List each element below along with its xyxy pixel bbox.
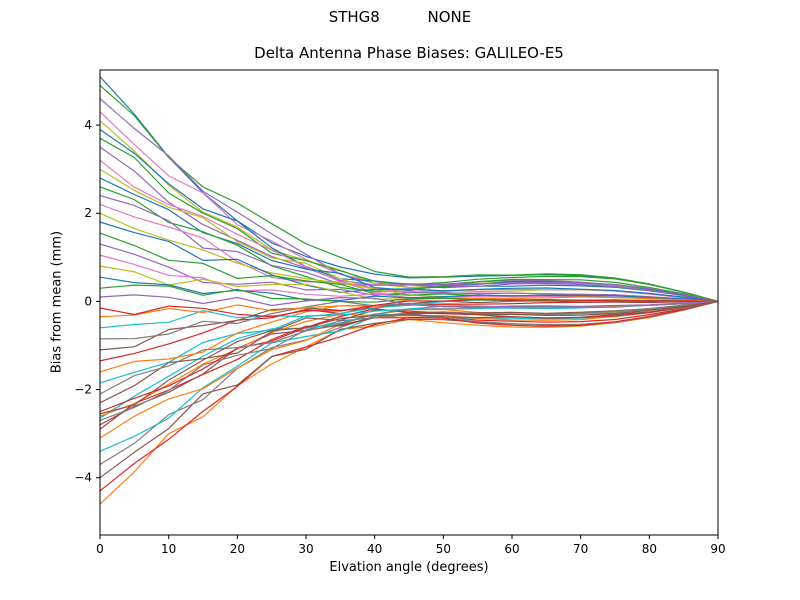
y-tick-label: 0 <box>84 294 92 308</box>
y-axis-label: Bias from mean (mm) <box>49 230 65 374</box>
series-line <box>100 98 718 302</box>
series-line <box>100 243 718 302</box>
x-tick-label: 90 <box>710 542 725 556</box>
series-line <box>100 129 718 302</box>
series-line <box>100 300 718 430</box>
series-line <box>100 284 718 303</box>
y-tick-label: −2 <box>74 383 92 397</box>
x-tick-label: 20 <box>230 542 245 556</box>
axes-box <box>99 69 719 536</box>
series-line <box>100 300 718 415</box>
x-axis-label: Elvation angle (degrees) <box>329 560 489 575</box>
series-line <box>100 300 718 340</box>
series-line <box>100 300 718 452</box>
series-group <box>100 76 718 505</box>
x-tick-label: 30 <box>298 542 313 556</box>
y-tick-label: −4 <box>74 471 92 485</box>
series-line <box>100 300 718 404</box>
series-line <box>100 76 718 302</box>
series-line <box>100 296 718 318</box>
series-line <box>100 300 718 466</box>
series-line <box>100 294 718 308</box>
series-line <box>100 300 718 505</box>
y-tick-label: 4 <box>84 118 92 132</box>
series-line <box>100 276 718 302</box>
series-line <box>100 120 718 302</box>
x-tick-label: 60 <box>504 542 519 556</box>
x-tick-label: 40 <box>367 542 382 556</box>
x-tick-label: 80 <box>642 542 657 556</box>
x-tick-label: 0 <box>96 542 104 556</box>
series-line <box>100 300 718 413</box>
series-line <box>100 195 718 302</box>
series-line <box>100 298 718 318</box>
chart-title: Delta Antenna Phase Biases: GALILEO-E5 <box>254 44 564 62</box>
x-tick-label: 50 <box>436 542 451 556</box>
series-line <box>100 84 718 302</box>
series-line <box>100 221 718 302</box>
figure-suptitle: STHG8 NONE <box>328 8 472 26</box>
y-tick-label: 2 <box>84 206 92 220</box>
series-line <box>100 300 718 479</box>
x-tick-label: 10 <box>161 542 176 556</box>
x-tick-label: 70 <box>573 542 588 556</box>
